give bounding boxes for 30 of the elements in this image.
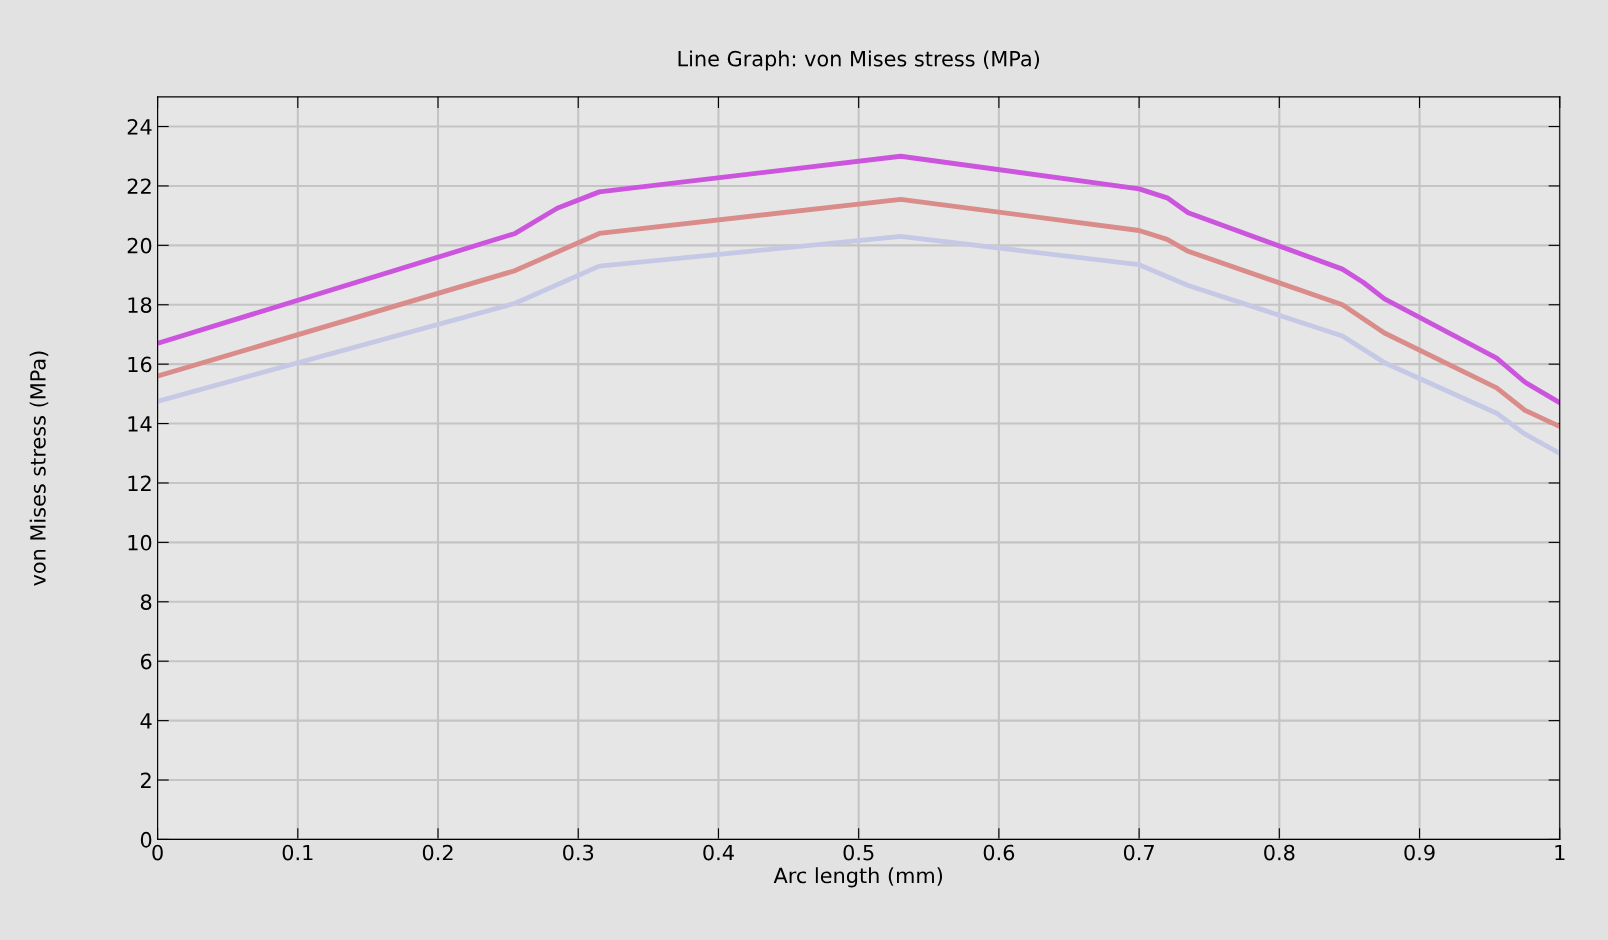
line-series [157,234,1560,456]
x-tick-label: 0.7 [1123,844,1154,861]
y-tick-label: 16 [128,356,152,373]
y-tick-label: 18 [128,297,152,313]
y-tick-label: 12 [128,475,151,491]
y-axis-title: von Mises stress (MPa) [29,351,49,586]
x-tick-label: 0.1 [282,844,313,861]
x-axis-title: Arc length (mm) [773,867,943,888]
x-tick-label: 0.5 [843,844,874,861]
x-tick-label: 0.9 [1404,844,1435,861]
x-tick-label: 0.3 [563,844,594,861]
y-tick-label: 22 [127,178,151,194]
x-tick-label: 0.8 [1264,844,1295,861]
y-tick-label: 24 [127,118,152,135]
y-tick-label: 10 [128,534,152,551]
x-tick-label: 0.2 [422,844,453,861]
x-tick-label: 0.6 [983,844,1015,861]
y-tick-label: 0 [140,831,152,848]
chart-title: Line Graph: von Mises stress (MPa) [678,50,1040,71]
line-series [157,196,1560,429]
y-tick-label: 14 [128,416,152,432]
y-tick-label: 20 [127,237,152,254]
y-tick-label: 2 [140,772,151,788]
x-tick-label: 0 [152,844,163,861]
y-tick-label: 8 [140,594,152,610]
x-tick-label: 0.4 [703,844,734,861]
x-tick-label: 1 [1555,844,1565,861]
y-tick-label: 6 [140,653,152,670]
y-tick-label: 4 [140,713,152,729]
line-series [157,153,1560,406]
